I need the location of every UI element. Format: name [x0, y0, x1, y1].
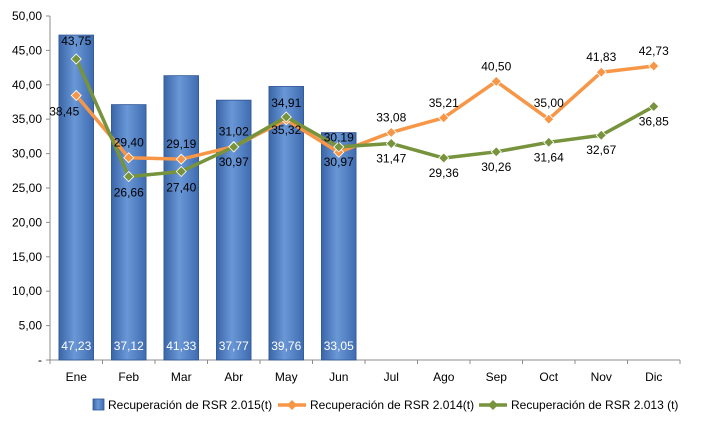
- x-tick-label: May: [275, 370, 298, 384]
- line-value-label: 36,85: [639, 114, 669, 128]
- line-value-label: 30,97: [324, 155, 354, 169]
- x-tick-label: Abr: [224, 370, 243, 384]
- line-value-label: 29,40: [114, 136, 144, 150]
- line-value-label: 31,02: [219, 125, 249, 139]
- series-line: [74, 64, 654, 161]
- data-point-marker: [333, 141, 345, 153]
- y-tick-label: 40,00: [12, 78, 42, 92]
- data-point-marker: [70, 89, 82, 102]
- legend: Recuperación de RSR 2.015(t) Recuperación…: [92, 398, 678, 412]
- data-point-marker: [123, 152, 135, 164]
- data-point-marker: [385, 126, 397, 138]
- x-tick-label: Jun: [329, 370, 348, 384]
- series-line: [74, 58, 655, 179]
- legend-label: Recuperación de RSR 2.015(t): [108, 398, 272, 412]
- bar-value-label: 47,23: [61, 339, 91, 353]
- data-point-marker: [228, 141, 240, 153]
- line-value-label: 43,75: [61, 34, 91, 48]
- data-point-marker: [70, 53, 82, 65]
- line-value-label: 26,66: [114, 186, 144, 200]
- y-tick-label: 20,00: [12, 215, 42, 229]
- axes: - 5,00 10,00 15,00 20,00 25,00 30,00 35,00 40,00…: [12, 9, 681, 384]
- data-point-marker: [175, 153, 187, 165]
- x-tick-label: Ago: [433, 370, 455, 384]
- bar-value-label: 37,12: [114, 339, 144, 353]
- data-point-marker: [490, 146, 502, 158]
- data-point-marker: [385, 137, 397, 150]
- bar-value-label: 33,05: [324, 339, 354, 353]
- data-point-marker: [543, 136, 555, 148]
- bar: [111, 104, 147, 361]
- y-tick-label: -: [38, 353, 42, 367]
- line-value-label: 29,36: [429, 166, 459, 180]
- data-point-marker: [595, 129, 607, 141]
- data-point-marker: [280, 111, 292, 123]
- y-tick-label: 30,00: [12, 147, 42, 161]
- line-value-label: 38,45: [49, 104, 79, 118]
- line-value-label: 35,00: [534, 96, 564, 110]
- line-value-label: 30,26: [481, 160, 511, 174]
- bar: [268, 86, 304, 361]
- legend-label: Recuperación de RSR 2.013 (t): [511, 398, 678, 412]
- data-point-marker: [438, 152, 450, 164]
- line-value-label: 29,19: [166, 137, 196, 151]
- data-point-marker: [438, 112, 450, 124]
- line-series: [70, 53, 660, 183]
- x-tick-label: Nov: [591, 370, 612, 384]
- line-value-label: 41,83: [586, 50, 616, 64]
- bar: [163, 75, 199, 361]
- bar-value-label: 37,77: [219, 339, 249, 353]
- data-point-marker: [123, 171, 135, 183]
- bar-value-label: 41,33: [166, 339, 196, 353]
- line-value-label: 31,47: [376, 151, 406, 165]
- x-tick-label: Sep: [486, 370, 508, 384]
- line-value-label: 34,91: [271, 96, 301, 110]
- y-tick-label: 25,00: [12, 181, 42, 195]
- legend-swatch-marker: [287, 400, 297, 410]
- line-value-label: 31,64: [534, 150, 564, 164]
- line-value-label: 35,32: [271, 123, 301, 137]
- data-point-marker: [490, 75, 502, 87]
- bar: [58, 34, 94, 361]
- bar-value-label: 39,76: [271, 339, 301, 353]
- x-tick-label: Feb: [118, 370, 139, 384]
- line-value-label: 33,08: [376, 110, 406, 124]
- data-point-marker: [648, 100, 660, 113]
- x-tick-label: Dic: [645, 370, 662, 384]
- line-value-label: 42,73: [639, 44, 669, 58]
- y-tick-label: 5,00: [19, 319, 43, 333]
- legend-swatch-bar: [92, 398, 105, 411]
- y-tick-label: 10,00: [12, 284, 42, 298]
- line-value-label: 27,40: [166, 180, 196, 194]
- legend-label: Recuperación de RSR 2.014(t): [310, 398, 474, 412]
- data-labels: 47,23 37,12 41,33 37,77 39,76 33,05 38,45 29,40…: [49, 34, 669, 353]
- data-point-marker: [175, 165, 187, 178]
- x-tick-label: Mar: [171, 370, 192, 384]
- line-value-label: 40,50: [481, 59, 511, 73]
- y-tick-label: 15,00: [12, 250, 42, 264]
- data-point-marker: [543, 113, 555, 125]
- line-value-label: 30,97: [219, 155, 249, 169]
- x-tick-label: Ene: [66, 370, 88, 384]
- line-value-label: 32,67: [586, 143, 616, 157]
- y-tick-label: 35,00: [12, 112, 42, 126]
- x-tick-label: Jul: [384, 370, 399, 384]
- data-point-marker: [648, 60, 660, 72]
- line-value-label: 30,19: [324, 130, 354, 144]
- y-tick-label: 45,00: [12, 43, 42, 57]
- line-value-label: 35,21: [429, 96, 459, 110]
- data-point-marker: [595, 66, 607, 78]
- bar-series: [58, 34, 357, 361]
- y-tick-label: 50,00: [12, 9, 42, 23]
- legend-swatch-marker: [488, 400, 498, 410]
- x-tick-label: Oct: [539, 370, 558, 384]
- bar: [321, 132, 357, 361]
